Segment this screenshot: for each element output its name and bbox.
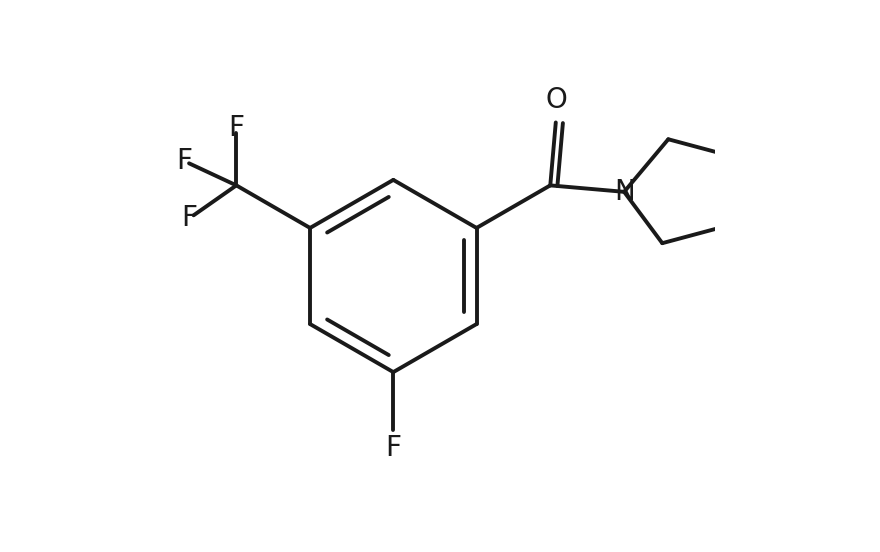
Text: N: N	[613, 178, 634, 206]
Text: F: F	[228, 114, 245, 142]
Text: F: F	[385, 434, 401, 462]
Text: F: F	[181, 204, 197, 232]
Text: O: O	[546, 86, 568, 114]
Text: F: F	[176, 147, 192, 175]
